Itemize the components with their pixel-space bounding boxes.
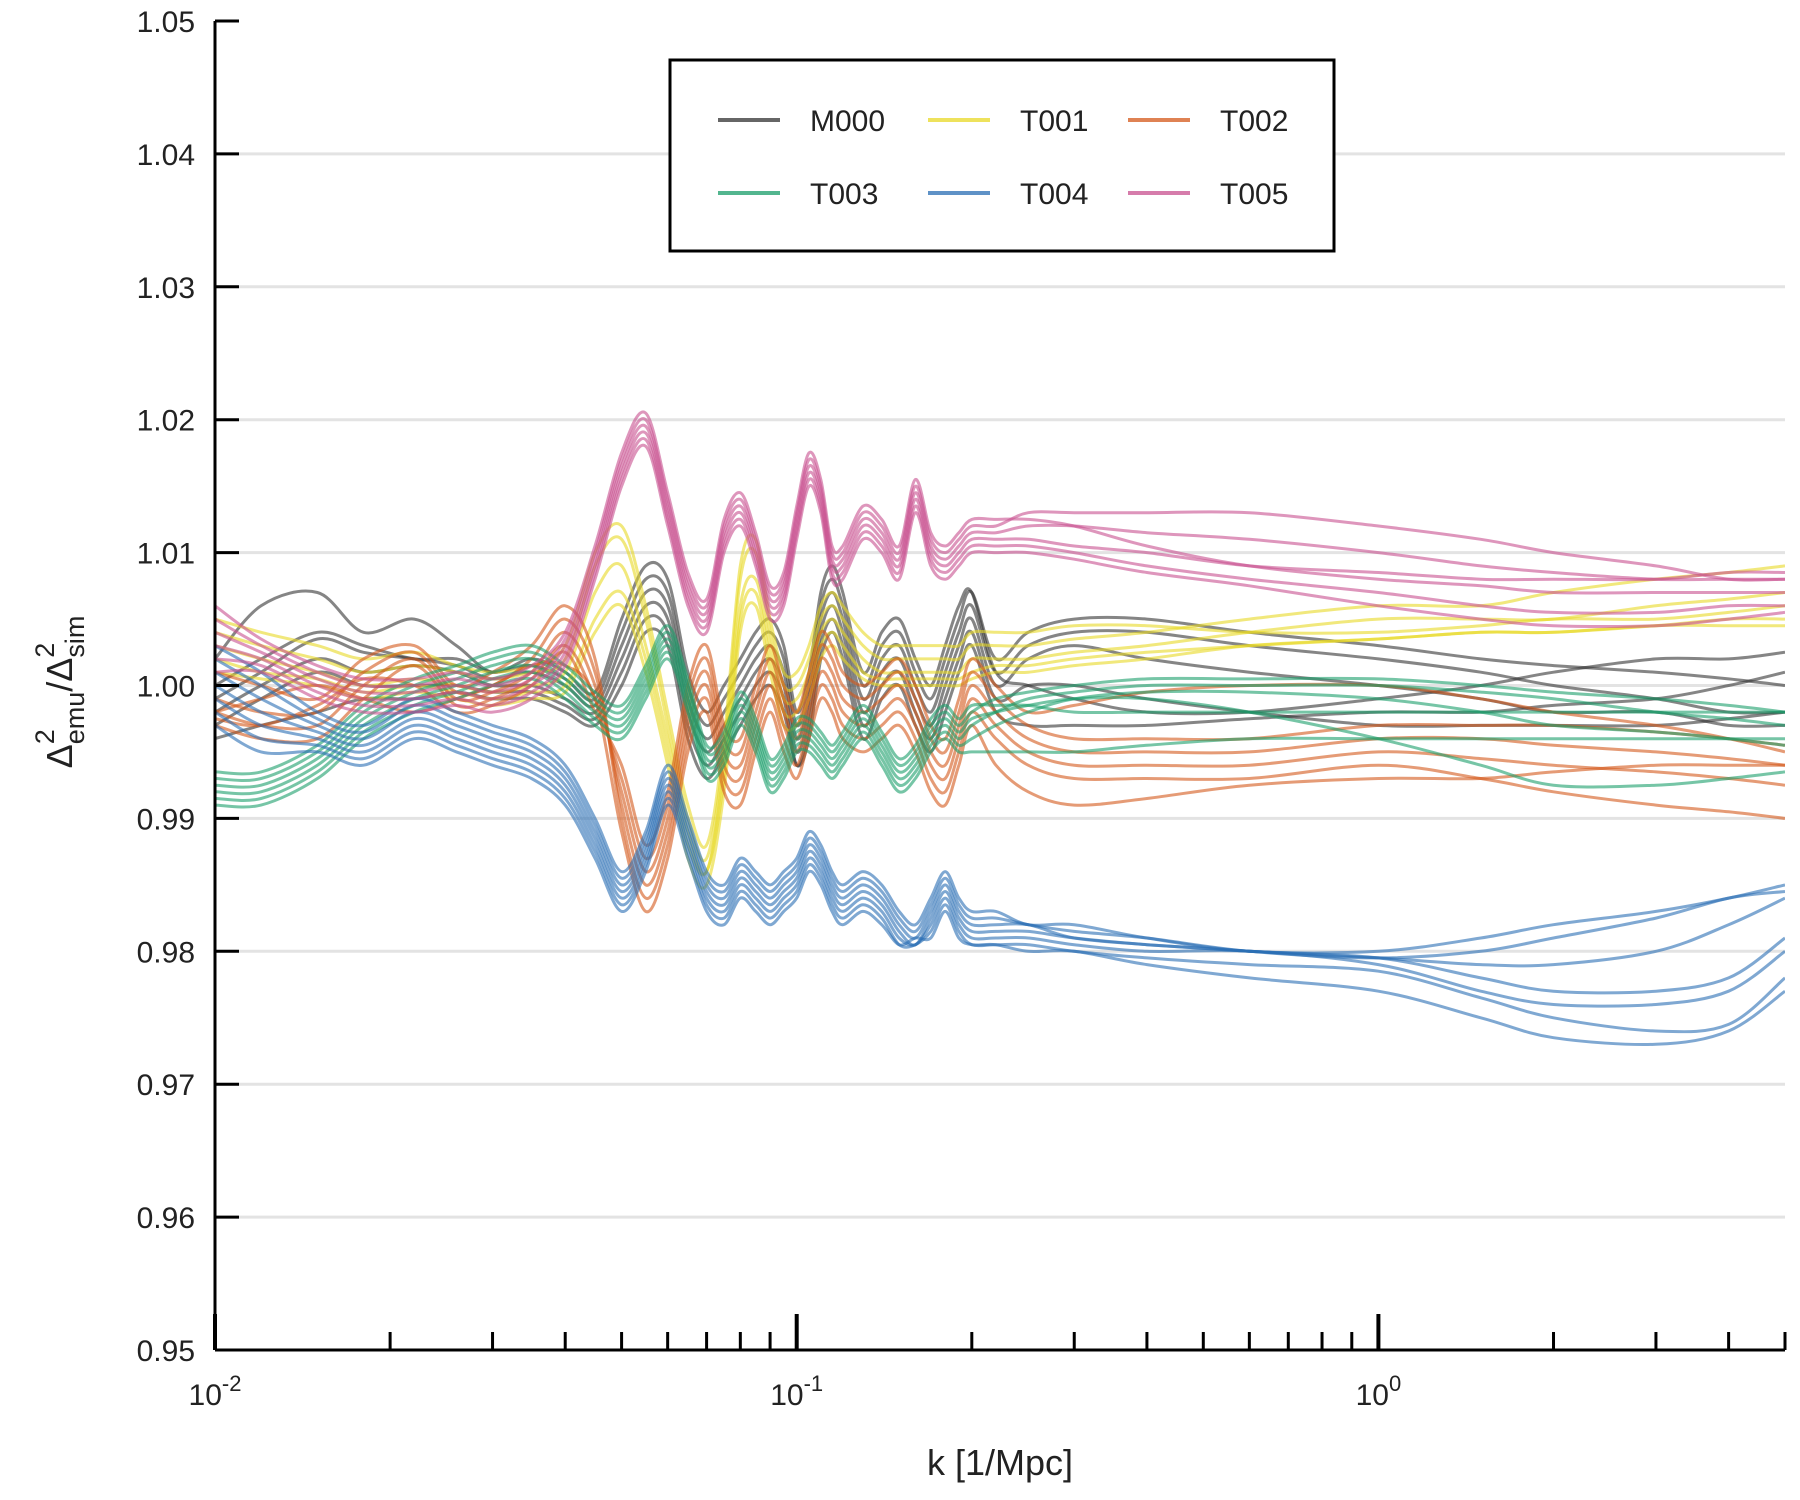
series-line-t003 [215,650,1785,802]
series-line-t003 [215,637,1785,789]
series-line-t003 [215,624,1785,776]
y-axis-ticks: 0.95 0.96 0.97 0.98 0.99 1.00 1.01 1.02 1.03 1.04… [137,6,239,1368]
series-t005 [215,410,1785,715]
x-axis-title: k [1/Mpc] [927,1442,1073,1483]
series-line-t005 [215,443,1785,715]
series-line-t004 [215,697,1785,1008]
x-tick-base: 10 [770,1379,803,1412]
y-title-slash: / [39,682,80,692]
x-tick-exponent: 0 [1389,1371,1401,1396]
x-tick-exponent: -1 [804,1371,824,1396]
series-line-t003 [215,644,1785,796]
y-title-sup-emu: 2 [30,729,60,744]
y-tick-label: 1.04 [137,139,195,172]
x-tick-base: 10 [189,1379,222,1412]
x-tick-base: 10 [1356,1379,1389,1412]
legend: M000 T001 T002 T003 T004 T005 [668,58,1336,253]
series-line-t005 [215,410,1785,682]
y-tick-label: 1.00 [137,671,195,704]
legend-label-t004: T004 [1020,178,1088,211]
y-tick-label: 1.03 [137,272,195,305]
legend-entries: M000 T001 T002 T003 T004 T005 [718,105,1288,211]
y-tick-label: 1.02 [137,405,195,438]
y-tick-label: 0.97 [137,1069,195,1102]
series-line-t005 [215,430,1785,702]
y-tick-label: 0.95 [137,1335,195,1368]
y-title-sup-sim: 2 [30,643,60,658]
legend-label-t005: T005 [1220,178,1288,211]
legend-label-t001: T001 [1020,105,1088,138]
series-line-t003 [215,630,1785,782]
x-axis-ticks: 10-2 10-1 100 [189,1314,1787,1412]
series-line-t004 [215,724,1785,1046]
legend-label-m000: M000 [810,105,885,138]
series-line-m000 [215,627,1785,781]
series-line-t005 [215,437,1785,709]
y-title-sub-emu: emu [60,692,90,745]
y-tick-label: 0.96 [137,1202,195,1235]
series-line-t004 [215,710,1785,1034]
legend-label-t002: T002 [1220,105,1288,138]
y-title-sub-sim: sim [60,616,90,658]
y-tick-label: 1.01 [137,538,195,571]
y-title-delta-emu: Δ [39,744,80,768]
y-tick-label: 0.99 [137,803,195,836]
x-tick-label: 100 [1356,1371,1402,1412]
series-line-t002 [215,630,1785,874]
series-line-t002 [215,617,1785,887]
y-axis-title: Δ2emu/Δ2sim [30,616,90,769]
x-tick-label: 10-1 [770,1371,823,1412]
x-tick-exponent: -2 [222,1371,242,1396]
series-line-t002 [215,604,1785,900]
series-t004 [215,644,1785,1046]
series-line-t003 [215,657,1785,809]
series-line-t005 [215,423,1785,695]
legend-label-t003: T003 [810,178,878,211]
y-tick-label: 0.98 [137,936,195,969]
series-line-t005 [215,417,1785,689]
series-t003 [215,624,1785,809]
y-title-delta-sim: Δ [39,658,80,682]
series-layer [215,410,1785,1046]
legend-box [668,58,1336,253]
y-tick-label: 1.05 [137,6,195,39]
x-tick-label: 10-2 [189,1371,242,1412]
